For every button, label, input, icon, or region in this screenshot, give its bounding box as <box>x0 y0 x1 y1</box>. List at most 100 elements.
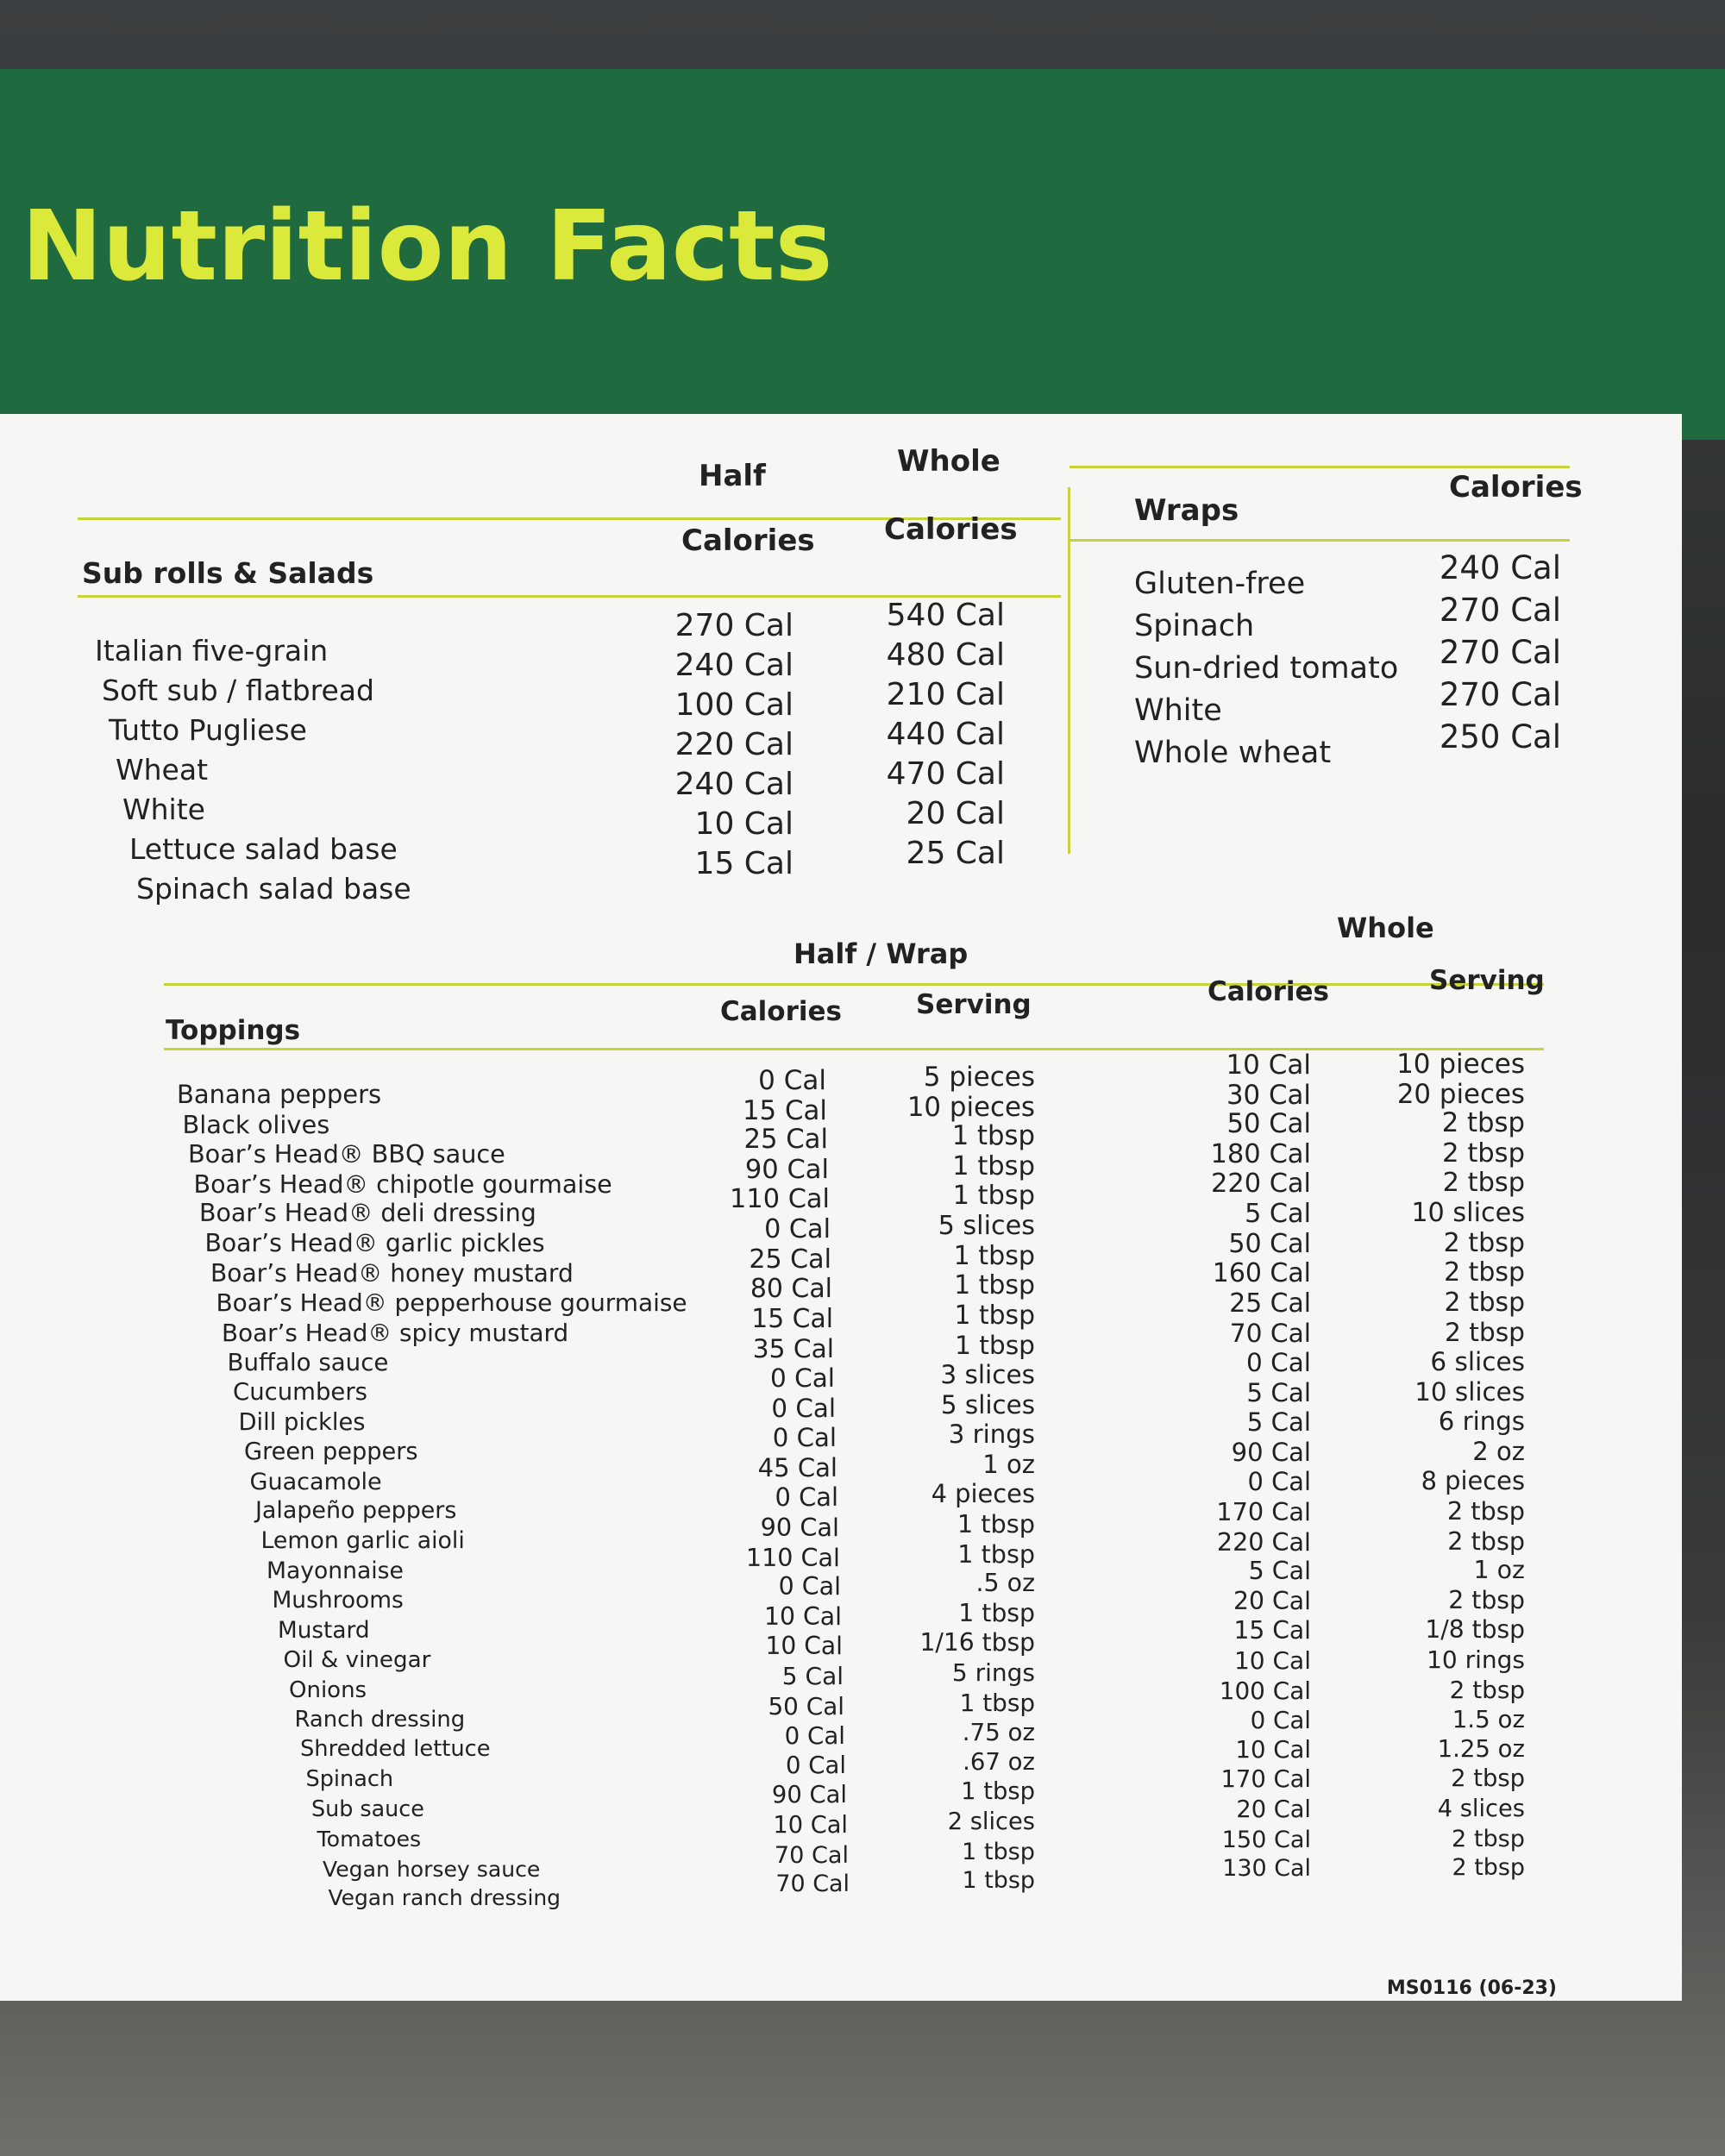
calories: 10 Cal <box>1233 1646 1311 1675</box>
calories: 5 Cal <box>1246 1377 1311 1407</box>
serving: 1/8 tbsp <box>1425 1615 1525 1645</box>
item-name: Boar’s Head® honey mustard <box>210 1258 574 1288</box>
column-header: Calories <box>681 523 815 558</box>
serving: 10 pieces <box>1396 1049 1525 1080</box>
calories: 10 Cal <box>765 1632 843 1661</box>
calories: 25 Cal <box>749 1244 831 1275</box>
menu-card <box>0 414 1682 2001</box>
serving: 2 tbsp <box>1452 1825 1525 1852</box>
calories: 0 Cal <box>764 1214 831 1244</box>
item-name: Dill pickles <box>238 1408 366 1436</box>
calories: 5 Cal <box>1245 1199 1311 1229</box>
serving: 5 rings <box>951 1658 1035 1687</box>
calories: 5 Cal <box>1248 1557 1311 1586</box>
calories: 25 Cal <box>906 836 1005 871</box>
item-name: Italian five-grain <box>95 634 329 667</box>
header-rule <box>1070 539 1570 542</box>
serving: 1 oz <box>982 1449 1035 1479</box>
serving: 10 slices <box>1411 1198 1525 1228</box>
serving: 2 tbsp <box>1443 1227 1525 1258</box>
calories: 0 Cal <box>784 1721 845 1751</box>
item-name: Soft sub / flatbread <box>102 674 374 707</box>
serving: 1 tbsp <box>952 1181 1035 1212</box>
calories: 80 Cal <box>750 1274 832 1305</box>
title: Nutrition Facts <box>22 191 833 303</box>
form-code: MS0116 (06-23) <box>1386 1977 1557 1999</box>
calories: 210 Cal <box>886 677 1005 712</box>
serving: 2 tbsp <box>1449 1675 1525 1704</box>
item-name: Onions <box>289 1677 367 1703</box>
serving: 1 tbsp <box>954 1300 1035 1331</box>
item-name: Mushrooms <box>272 1587 404 1614</box>
calories: 30 Cal <box>1226 1079 1311 1111</box>
item-name: Green peppers <box>244 1438 418 1466</box>
column-header: Calories <box>1449 470 1583 505</box>
item-name: Guacamole <box>249 1468 382 1495</box>
group-header: Half <box>699 459 766 493</box>
divider <box>1068 487 1070 854</box>
header-rule <box>164 1048 1544 1050</box>
calories: 70 Cal <box>775 1871 850 1898</box>
calories: 5 Cal <box>1246 1407 1311 1438</box>
item-name: Boar’s Head® BBQ sauce <box>188 1139 505 1169</box>
calories: 240 Cal <box>674 648 794 683</box>
calories: 100 Cal <box>1219 1676 1311 1705</box>
serving: 1 oz <box>1473 1556 1525 1585</box>
calories: 90 Cal <box>1231 1437 1311 1467</box>
column-header: Calories <box>1208 976 1329 1007</box>
serving: 1 tbsp <box>951 1121 1035 1152</box>
calories: 15 Cal <box>1233 1616 1311 1645</box>
item-name: Shredded lettuce <box>300 1736 491 1763</box>
calories: 110 Cal <box>730 1184 830 1215</box>
item-name: Ranch dressing <box>294 1706 466 1733</box>
column-header: Serving <box>916 989 1032 1020</box>
serving: 2 tbsp <box>1445 1317 1525 1348</box>
calories: 90 Cal <box>744 1154 829 1185</box>
serving: 4 slices <box>1437 1796 1525 1822</box>
calories: 0 Cal <box>1245 1348 1311 1377</box>
calories: 0 Cal <box>769 1363 835 1393</box>
item-name: Tutto Pugliese <box>109 713 307 747</box>
serving: .67 oz <box>963 1747 1035 1776</box>
calories: 25 Cal <box>743 1125 828 1156</box>
calories: 0 Cal <box>775 1482 838 1513</box>
serving: 5 slices <box>938 1211 1035 1241</box>
calories: 470 Cal <box>886 756 1005 792</box>
serving: 6 slices <box>1430 1347 1525 1376</box>
calories: 480 Cal <box>886 637 1005 673</box>
item-name: Banana peppers <box>177 1080 382 1109</box>
calories: 220 Cal <box>1211 1169 1311 1200</box>
serving: 10 slices <box>1414 1376 1525 1407</box>
item-name: Buffalo sauce <box>227 1348 389 1377</box>
serving: .5 oz <box>975 1569 1036 1598</box>
header-rule <box>1070 466 1570 468</box>
calories: 0 Cal <box>758 1065 826 1096</box>
serving: 2 tbsp <box>1442 1138 1525 1169</box>
calories: 0 Cal <box>772 1423 837 1453</box>
calories: 35 Cal <box>752 1333 834 1364</box>
calories: 240 Cal <box>674 767 794 802</box>
calories: 270 Cal <box>1439 634 1561 671</box>
serving: 8 pieces <box>1421 1466 1525 1496</box>
serving: 1 tbsp <box>957 1539 1035 1569</box>
group-header: Whole <box>897 444 1000 479</box>
item-name: Boar’s Head® chipotle gourmaise <box>193 1169 612 1199</box>
calories: 10 Cal <box>1226 1050 1311 1081</box>
header-rule <box>78 595 1061 598</box>
serving: 1 tbsp <box>962 1838 1035 1865</box>
column-header: Wraps <box>1134 493 1239 528</box>
serving: 2 tbsp <box>1448 1585 1525 1614</box>
item-name: Gluten-free <box>1134 567 1306 601</box>
serving: 3 rings <box>948 1420 1035 1450</box>
calories: 540 Cal <box>886 598 1005 633</box>
calories: 50 Cal <box>768 1691 844 1720</box>
serving: 1.5 oz <box>1452 1705 1525 1734</box>
item-name: Cucumbers <box>233 1378 367 1406</box>
calories: 70 Cal <box>774 1841 849 1869</box>
calories: 240 Cal <box>1439 549 1561 586</box>
column-header: Serving <box>1429 965 1545 996</box>
calories: 220 Cal <box>1216 1526 1311 1557</box>
calories: 0 Cal <box>785 1751 846 1779</box>
serving: 1/16 tbsp <box>919 1628 1035 1658</box>
item-name: Mayonnaise <box>267 1557 404 1584</box>
